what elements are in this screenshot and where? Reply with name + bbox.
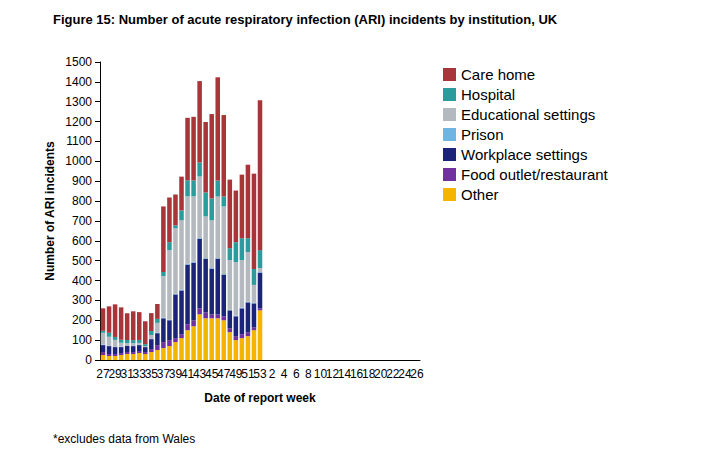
svg-text:Prison: Prison — [461, 126, 504, 143]
svg-text:600: 600 — [72, 234, 92, 248]
svg-text:1100: 1100 — [66, 134, 92, 148]
html-text:16 18 20 22 24: 16 18 20 22 24 — [349, 367, 412, 381]
svg-text:100: 100 — [72, 333, 92, 347]
svg-text:1200: 1200 — [65, 115, 92, 129]
svg-text:8: 8 — [305, 367, 312, 381]
svg-text:53: 53 — [253, 367, 267, 381]
svg-text:*excludes data from Wales: *excludes data from Wales — [53, 432, 195, 446]
svg-text:1500: 1500 — [65, 55, 92, 69]
svg-text:Number of ARI incidents: Number of ARI incidents — [43, 141, 57, 281]
svg-text:500: 500 — [72, 254, 92, 268]
svg-text:Educational settings: Educational settings — [461, 106, 595, 123]
svg-text:700: 700 — [72, 214, 92, 228]
svg-text:0: 0 — [85, 353, 92, 367]
html-text:27 29 31 33 35 37: 27 29 31 33 35 37 — [96, 367, 171, 381]
svg-text:200: 200 — [72, 313, 92, 327]
svg-text:400: 400 — [72, 274, 92, 288]
svg-text:1400: 1400 — [65, 75, 92, 89]
svg-text:41: 41 — [180, 367, 195, 381]
svg-text:10: 10 — [313, 367, 328, 381]
svg-text:4: 4 — [281, 367, 288, 381]
svg-text:14: 14 — [337, 367, 352, 381]
svg-text:Hospital: Hospital — [461, 86, 515, 103]
svg-text:Workplace settings: Workplace settings — [461, 146, 587, 163]
svg-text:Date of report week: Date of report week — [204, 391, 316, 405]
svg-text:39: 39 — [168, 367, 183, 381]
svg-text:Food outlet/restaurant: Food outlet/restaurant — [461, 166, 609, 183]
svg-text:2: 2 — [269, 367, 276, 381]
svg-text:Care home: Care home — [461, 66, 535, 83]
svg-text:300: 300 — [72, 293, 92, 307]
svg-text:800: 800 — [72, 194, 92, 208]
svg-text:6: 6 — [293, 367, 300, 381]
svg-text:900: 900 — [72, 174, 92, 188]
svg-text:1300: 1300 — [65, 95, 92, 109]
svg-text:26: 26 — [410, 367, 424, 381]
svg-text:1000: 1000 — [65, 154, 92, 168]
svg-text:Other: Other — [461, 186, 499, 203]
svg-text:Figure 15: Number of acute res: Figure 15: Number of acute respiratory i… — [53, 12, 558, 27]
svg-text:12: 12 — [325, 367, 340, 381]
html-text:43 45 47 49 51: 43 45 47 49 51 — [192, 367, 255, 381]
